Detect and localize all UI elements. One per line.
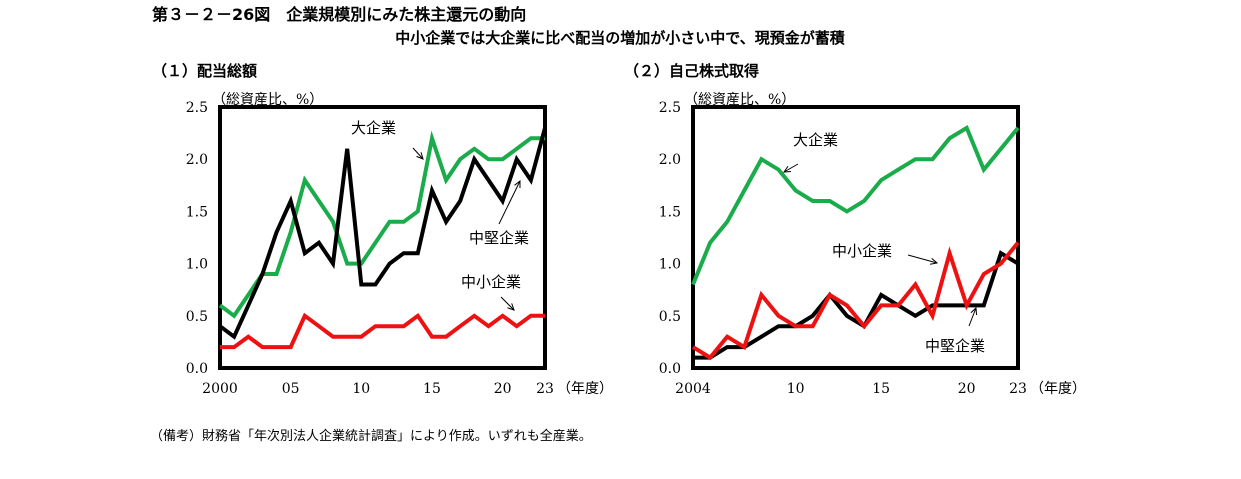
panel2-series-small-arrowhead — [930, 258, 939, 265]
panel1-plot-frame — [218, 105, 547, 370]
panel1-y-tick: 2.5 — [186, 100, 208, 116]
panel1-x-tick: 23 — [536, 381, 554, 397]
panel1-y-tick: 1.5 — [186, 204, 208, 220]
panel2-series-mid-label: 中堅企業 — [925, 337, 985, 355]
panel2-y-tick: 0.0 — [659, 361, 681, 377]
panel2-unit-label: （総資産比、%） — [684, 92, 796, 108]
panel2-series-mid-arrow — [968, 307, 977, 327]
panel1-series-large-label: 大企業 — [351, 119, 396, 137]
panel1-y-tick: 2.0 — [186, 152, 208, 168]
panel1-y-tick: 0.0 — [186, 361, 208, 377]
panel1-series-mid-label: 中堅企業 — [469, 229, 529, 247]
panel1-series-small-label: 中小企業 — [461, 273, 521, 291]
panel2-series-large-arrowhead — [783, 165, 792, 173]
panel1-unit-label: （総資産比、%） — [212, 92, 324, 108]
panel1-x-tick: 20 — [494, 381, 512, 397]
panel1-series-mid-arrow — [498, 180, 521, 225]
panel1-x-tick: 05 — [282, 381, 300, 397]
panel2-series-mid-line — [693, 250, 1020, 360]
panel2-x-unit: （年度） — [1030, 381, 1086, 397]
panel2-y-tick: 1.0 — [659, 257, 681, 273]
panel1-x-tick: 15 — [423, 381, 441, 397]
panel1-x-tick: 2000 — [202, 381, 238, 397]
panel2-y-tick: 0.5 — [659, 309, 681, 325]
panel2-x-tick: 15 — [872, 381, 890, 397]
panel1-y-tick: 1.0 — [186, 257, 208, 273]
panel1-series-small-arrowhead — [507, 303, 515, 311]
panel2-plot-frame — [691, 105, 1020, 370]
panel1-series-small-arrow — [500, 296, 515, 311]
panel1-series-mid-arrowhead — [514, 179, 521, 189]
panel1-title: （１）配当総額 — [152, 62, 258, 80]
panel2-title: （２）自己株式取得 — [624, 62, 760, 80]
panel2-series-small-line — [691, 241, 1020, 361]
panel2-series-small-arrow — [907, 254, 938, 264]
figure-title: 第３－２－26図 企業規模別にみた株主還元の動向 — [152, 5, 527, 24]
panel2-series-mid-arrowhead — [970, 306, 978, 316]
panel1-series-small-line — [220, 312, 545, 350]
panel2-series-small-label: 中小企業 — [832, 242, 892, 260]
panel1-series-large-line — [218, 130, 545, 319]
panel1-series-large-arrow — [412, 147, 424, 160]
source-note: （備考）財務省「年次別法人企業統計調査」により作成。いずれも全産業。 — [150, 429, 592, 444]
panel1-series-mid-line — [218, 127, 547, 340]
figure-subtitle: 中小企業では大企業に比べ配当の増加が小さい中で、現預金が蓄積 — [395, 29, 845, 47]
panel2-y-tick: 2.5 — [659, 100, 681, 116]
panel2-x-tick: 23 — [1009, 381, 1027, 397]
panel1-x-unit: （年度） — [557, 381, 613, 397]
panel2-y-tick: 2.0 — [659, 152, 681, 168]
panel2-series-large-label: 大企業 — [793, 131, 838, 149]
panel2-x-tick: 2004 — [675, 381, 711, 397]
panel2-x-tick: 10 — [787, 381, 805, 397]
panel2-series-large-line — [691, 124, 1020, 286]
panel2-series-large-arrow — [783, 163, 799, 173]
panel1-series-large-arrowhead — [416, 152, 424, 160]
panel2-y-tick: 1.5 — [659, 204, 681, 220]
panel1-x-tick: 10 — [352, 381, 370, 397]
panel1-y-tick: 0.5 — [186, 309, 208, 325]
panel2-x-tick: 20 — [958, 381, 976, 397]
